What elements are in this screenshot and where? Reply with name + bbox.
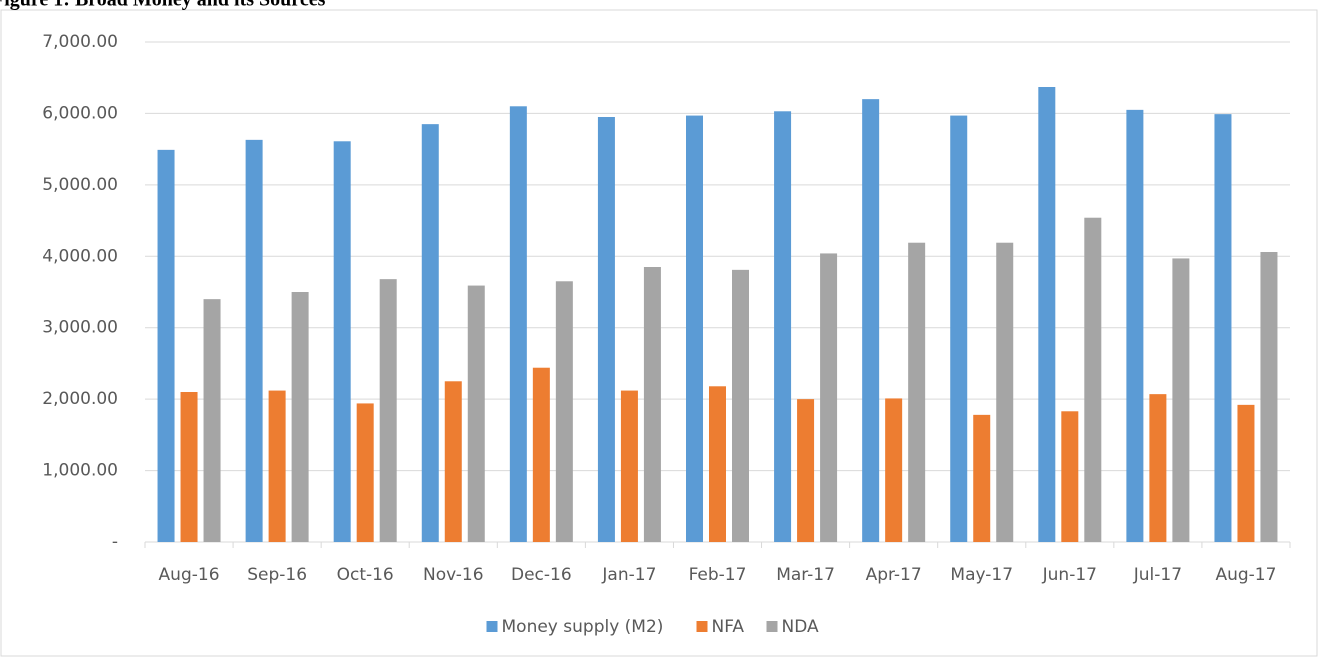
bar [180,392,198,542]
bar [245,139,263,542]
bar [797,399,815,542]
x-tick-label: Dec-16 [511,565,572,585]
x-tick-label: Oct-16 [337,565,394,585]
bar [1237,404,1255,542]
bar [597,117,615,542]
bar [444,381,462,542]
bar [555,281,573,542]
x-tick-label: Aug-16 [159,565,220,585]
bar [1172,258,1190,542]
bar [862,99,880,543]
bar [732,269,749,542]
legend-label: Money supply (M2) [502,617,664,637]
bar [356,403,374,542]
bar [157,149,175,542]
legend-swatch [696,621,708,632]
bar [291,292,309,542]
legend-label: NDA [782,617,820,637]
y-tick-label: 3,000.00 [42,318,118,338]
bar [950,115,968,543]
chart-title: Figure 1: Broad Money and its Sources [0,0,326,11]
bar [1149,394,1167,542]
bar [1126,109,1144,542]
bar [1260,252,1278,542]
bar [333,141,351,543]
x-tick-label: Jan-17 [601,565,656,585]
bar [268,390,286,542]
bar [467,285,485,542]
bar [686,115,703,543]
x-tick-label: Jun-17 [1042,565,1097,585]
bar [620,390,638,542]
bar [774,111,792,543]
bar [908,242,926,542]
legend-swatch [486,621,498,632]
x-tick-label: Mar-17 [776,565,835,585]
y-tick-label: - [112,532,118,552]
y-tick-label: 6,000.00 [42,103,118,123]
y-tick-label: 1,000.00 [42,461,118,481]
bar [1214,114,1232,543]
bar [379,279,397,542]
bar [1061,411,1079,542]
legend-swatch [766,621,778,632]
bar [820,253,838,542]
bar [885,398,903,542]
bar [973,414,991,542]
y-tick-label: 5,000.00 [42,175,118,195]
y-tick-label: 2,000.00 [42,389,118,409]
bar [1038,87,1056,542]
bar [709,386,726,542]
legend-label: NFA [712,617,745,637]
bar [1084,217,1102,542]
x-tick-label: Feb-17 [689,565,747,585]
bar [421,124,439,543]
bar [203,299,221,542]
bar [996,242,1014,542]
x-tick-label: Nov-16 [423,565,484,585]
y-tick-label: 4,000.00 [42,246,118,266]
x-tick-label: Aug-17 [1215,565,1276,585]
bar [532,367,550,542]
x-tick-label: May-17 [950,565,1013,585]
x-tick-label: Apr-17 [866,565,922,585]
bar [509,106,527,543]
x-tick-label: Jul-17 [1133,565,1182,585]
x-tick-label: Sep-16 [247,565,307,585]
y-tick-label: 7,000.00 [42,32,118,52]
bar [643,267,661,542]
